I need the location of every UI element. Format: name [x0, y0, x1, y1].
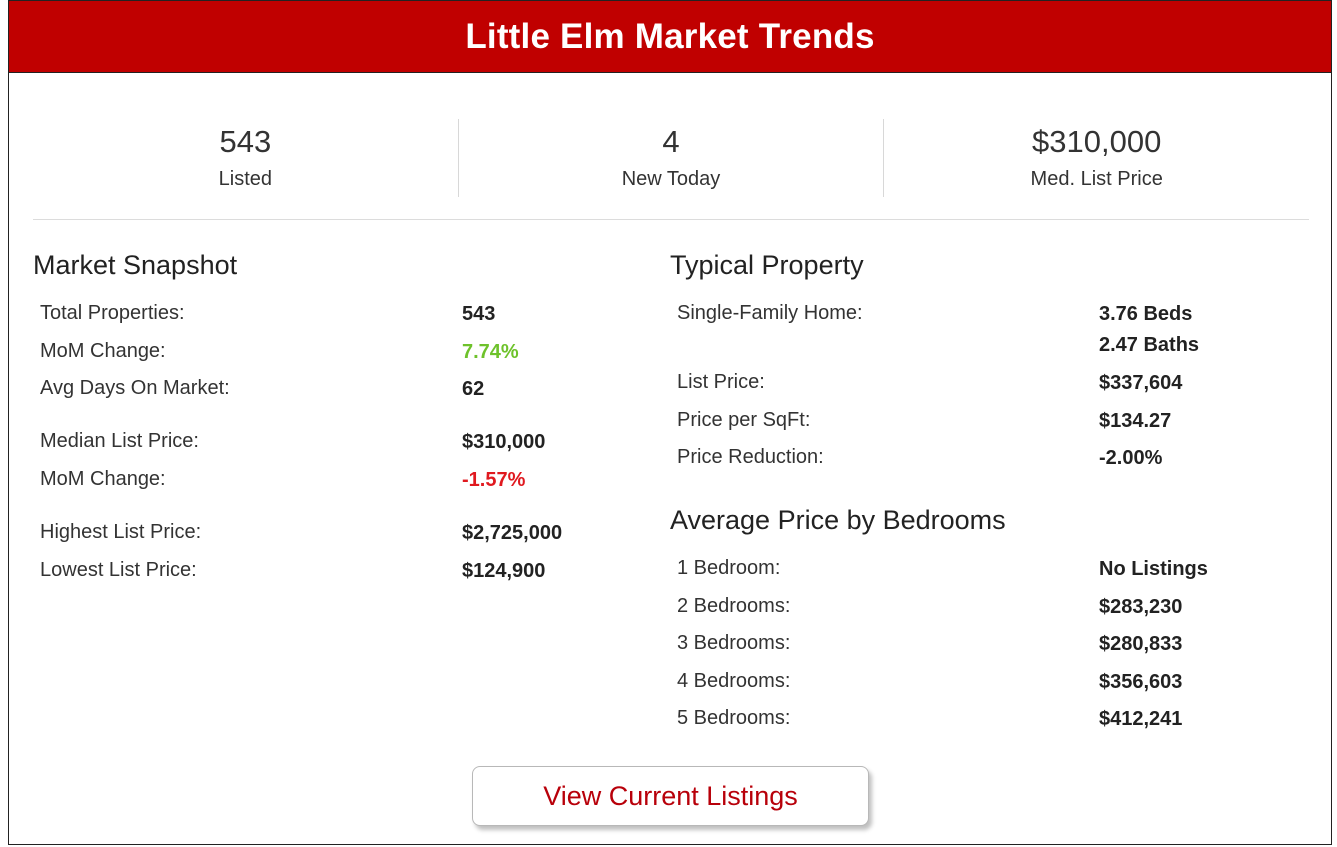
bedroom-label: 5 Bedrooms:: [677, 707, 791, 729]
bedroom-label: 4 Bedrooms:: [677, 670, 791, 692]
stat-value: $310,000: [1032, 124, 1162, 159]
bedroom-label: 3 Bedrooms:: [677, 632, 791, 654]
snapshot-value: $2,725,000: [462, 522, 563, 544]
typical-property-title: Typical Property: [670, 250, 864, 280]
section-divider: [33, 219, 1309, 220]
typical-value: $337,604: [1099, 372, 1183, 394]
typical-label: Price per SqFt:: [677, 409, 811, 431]
bedroom-value: $280,833: [1099, 633, 1183, 655]
stat-label: Listed: [218, 168, 273, 190]
stat-new-today: 4 New Today: [459, 119, 885, 197]
stat-listed: 543 Listed: [33, 119, 459, 197]
typical-value-beds: 3.76 Beds: [1099, 303, 1193, 325]
snapshot-label: Lowest List Price:: [40, 559, 197, 581]
view-current-listings-button[interactable]: View Current Listings: [472, 766, 869, 826]
snapshot-label: MoM Change:: [40, 468, 166, 490]
snapshot-label: Total Properties:: [40, 302, 185, 324]
snapshot-value: 62: [462, 378, 485, 400]
bedroom-value: $412,241: [1099, 708, 1183, 730]
snapshot-value-positive: 7.74%: [462, 341, 519, 363]
snapshot-value: $310,000: [462, 431, 546, 453]
bedroom-value: $283,230: [1099, 596, 1183, 618]
snapshot-label: MoM Change:: [40, 340, 166, 362]
bedroom-label: 2 Bedrooms:: [677, 595, 791, 617]
snapshot-label: Highest List Price:: [40, 521, 202, 543]
market-snapshot-title: Market Snapshot: [33, 250, 238, 280]
snapshot-value-negative: -1.57%: [462, 469, 526, 491]
summary-stats: 543 Listed 4 New Today $310,000 Med. Lis…: [33, 119, 1309, 197]
bedroom-value: $356,603: [1099, 671, 1183, 693]
snapshot-label: Avg Days On Market:: [40, 377, 230, 399]
bedroom-label: 1 Bedroom:: [677, 557, 781, 579]
typical-value-baths: 2.47 Baths: [1099, 334, 1200, 356]
snapshot-value: 543: [462, 303, 496, 325]
widget-header: Little Elm Market Trends: [9, 1, 1331, 73]
avg-price-by-bedrooms-title: Average Price by Bedrooms: [670, 505, 1006, 535]
stat-label: Med. List Price: [1030, 168, 1163, 190]
typical-value: -2.00%: [1099, 447, 1163, 469]
widget-title: Little Elm Market Trends: [465, 16, 875, 56]
typical-label: List Price:: [677, 371, 765, 393]
stat-value: 4: [662, 124, 680, 159]
bedroom-value: No Listings: [1099, 558, 1208, 580]
snapshot-value: $124,900: [462, 560, 546, 582]
stat-value: 543: [219, 124, 272, 159]
typical-label: Single-Family Home:: [677, 302, 863, 324]
market-trends-widget: Little Elm Market Trends 543 Listed 4 Ne…: [8, 0, 1332, 845]
snapshot-label: Median List Price:: [40, 430, 199, 452]
stat-label: New Today: [621, 168, 721, 190]
stat-median-list-price: $310,000 Med. List Price: [884, 119, 1309, 197]
typical-value: $134.27: [1099, 410, 1172, 432]
typical-label: Price Reduction:: [677, 446, 824, 468]
